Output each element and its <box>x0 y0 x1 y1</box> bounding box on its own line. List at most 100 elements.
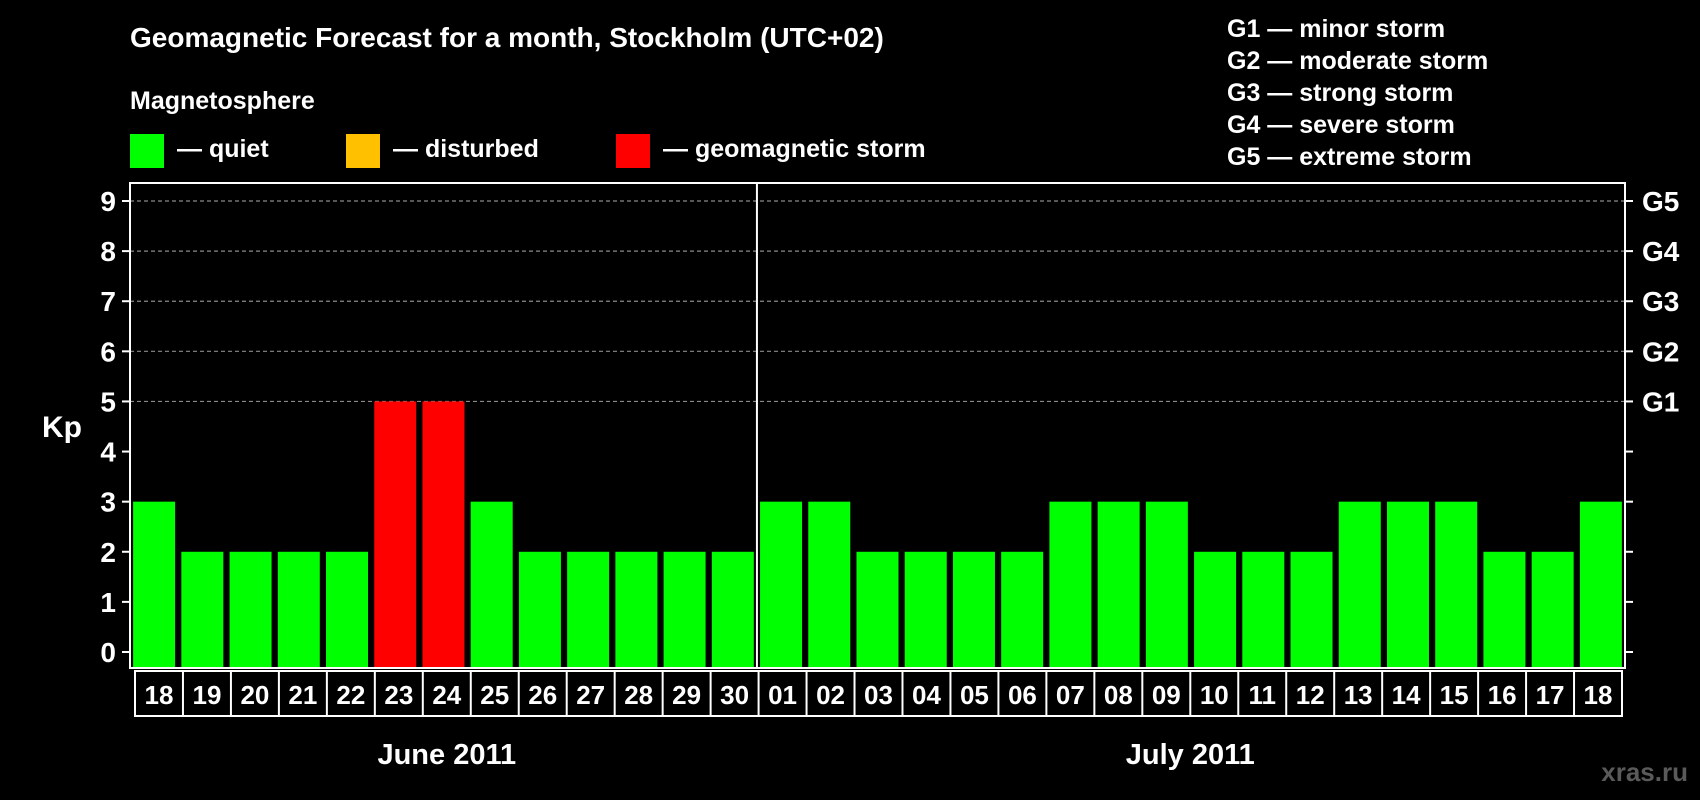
bar <box>1242 551 1285 668</box>
bar <box>1290 551 1333 668</box>
right-axis-label: G5 <box>1642 186 1679 217</box>
bar <box>1097 501 1140 668</box>
bar <box>760 501 803 668</box>
month-label: June 2011 <box>377 739 516 771</box>
bar <box>518 551 561 668</box>
plot-frame <box>129 182 1626 669</box>
x-tick-label: 01 <box>768 680 797 710</box>
bar <box>1049 501 1092 668</box>
legend-swatch-storm <box>616 134 650 168</box>
right-axis-label: G3 <box>1642 286 1679 317</box>
y-tick-label: 6 <box>100 336 116 367</box>
legend-label-storm: — geomagnetic storm <box>663 135 926 163</box>
bar <box>422 401 465 668</box>
x-tick-label: 08 <box>1104 680 1133 710</box>
right-axis-label: G2 <box>1642 336 1679 367</box>
x-tick-label: 13 <box>1344 680 1373 710</box>
legend-swatch-quiet <box>130 134 164 168</box>
bar <box>1145 501 1188 668</box>
x-tick-label: 10 <box>1200 680 1229 710</box>
storm-level-g3: G3 — strong storm <box>1227 79 1453 107</box>
x-tick-label: 25 <box>480 680 509 710</box>
bar <box>1579 501 1622 668</box>
bar <box>808 501 851 668</box>
storm-level-list: G1 — minor storm G2 — moderate storm G3 … <box>1227 15 1488 171</box>
chart-title: Geomagnetic Forecast for a month, Stockh… <box>130 22 884 53</box>
right-axis-label: G1 <box>1642 386 1679 417</box>
x-tick-label: 24 <box>432 680 461 710</box>
x-tick-label: 02 <box>816 680 845 710</box>
bar <box>1483 551 1526 668</box>
x-tick-label: 21 <box>288 680 317 710</box>
y-tick-label: 0 <box>100 637 116 668</box>
bar <box>133 501 176 668</box>
x-tick-label: 20 <box>240 680 269 710</box>
date-strip <box>134 670 1623 717</box>
bar <box>856 551 899 668</box>
plot-border <box>129 182 1626 669</box>
x-tick-label: 12 <box>1296 680 1325 710</box>
month-label: July 2011 <box>1126 739 1255 771</box>
x-tick-label: 18 <box>1584 680 1613 710</box>
bar <box>1435 501 1478 668</box>
bar <box>326 551 369 668</box>
x-tick-label: 07 <box>1056 680 1085 710</box>
bar <box>181 551 224 668</box>
legend-label-disturbed: — disturbed <box>393 135 539 163</box>
legend-swatch-disturbed <box>346 134 380 168</box>
x-tick-label: 04 <box>912 680 941 710</box>
x-tick-label: 06 <box>1008 680 1037 710</box>
y-tick-label: 1 <box>100 587 116 618</box>
x-tick-label: 03 <box>864 680 893 710</box>
y-tick-label: 5 <box>100 386 116 417</box>
x-tick-label: 14 <box>1392 680 1421 710</box>
bar <box>711 551 754 668</box>
bar <box>1194 551 1237 668</box>
x-tick-label: 16 <box>1488 680 1517 710</box>
right-axis: G1 G2 G3 G4 G5 <box>1625 186 1680 653</box>
x-tick-label: 05 <box>960 680 989 710</box>
watermark: xras.ru <box>1601 757 1688 787</box>
bar <box>1531 551 1574 668</box>
y-axis-label: Kp <box>42 411 82 444</box>
x-tick-label: 19 <box>192 680 221 710</box>
bar <box>1001 551 1044 668</box>
bar <box>277 551 320 668</box>
right-axis-label: G4 <box>1642 236 1680 267</box>
x-tick-label: 22 <box>336 680 365 710</box>
storm-level-g1: G1 — minor storm <box>1227 15 1445 43</box>
grid-lines <box>130 200 1625 403</box>
y-tick-label: 8 <box>100 236 116 267</box>
x-tick-label: 28 <box>624 680 653 710</box>
x-tick-label: 26 <box>528 680 557 710</box>
x-tick-label: 15 <box>1440 680 1469 710</box>
bar <box>904 551 947 668</box>
x-tick-label: 09 <box>1152 680 1181 710</box>
x-tick-label: 17 <box>1536 680 1565 710</box>
bar <box>1338 501 1381 668</box>
bars <box>133 401 1622 668</box>
y-tick-label: 2 <box>100 537 116 568</box>
bar <box>1386 501 1429 668</box>
x-tick-label: 29 <box>672 680 701 710</box>
legend-label-quiet: — quiet <box>177 135 269 163</box>
y-axis: 0 1 2 3 4 5 6 7 8 9 <box>100 186 130 668</box>
bar <box>567 551 610 668</box>
y-tick-label: 7 <box>100 286 116 317</box>
storm-level-g4: G4 — severe storm <box>1227 111 1455 139</box>
x-tick-label: 18 <box>145 680 174 710</box>
x-tick-label: 27 <box>576 680 605 710</box>
bar <box>229 551 272 668</box>
y-tick-label: 4 <box>100 437 116 468</box>
bar <box>374 401 417 668</box>
x-axis: 18 19 20 21 22 23 24 25 26 27 28 29 30 01 02 03 04 05 06 07… <box>134 670 1623 771</box>
storm-level-g2: G2 — moderate storm <box>1227 47 1488 75</box>
x-tick-label: 11 <box>1248 680 1276 710</box>
legend-heading: Magnetosphere <box>130 87 315 115</box>
bar <box>615 551 658 668</box>
bar <box>470 501 513 668</box>
y-tick-label: 3 <box>100 487 116 518</box>
x-tick-label: 30 <box>720 680 749 710</box>
bar <box>663 551 706 668</box>
